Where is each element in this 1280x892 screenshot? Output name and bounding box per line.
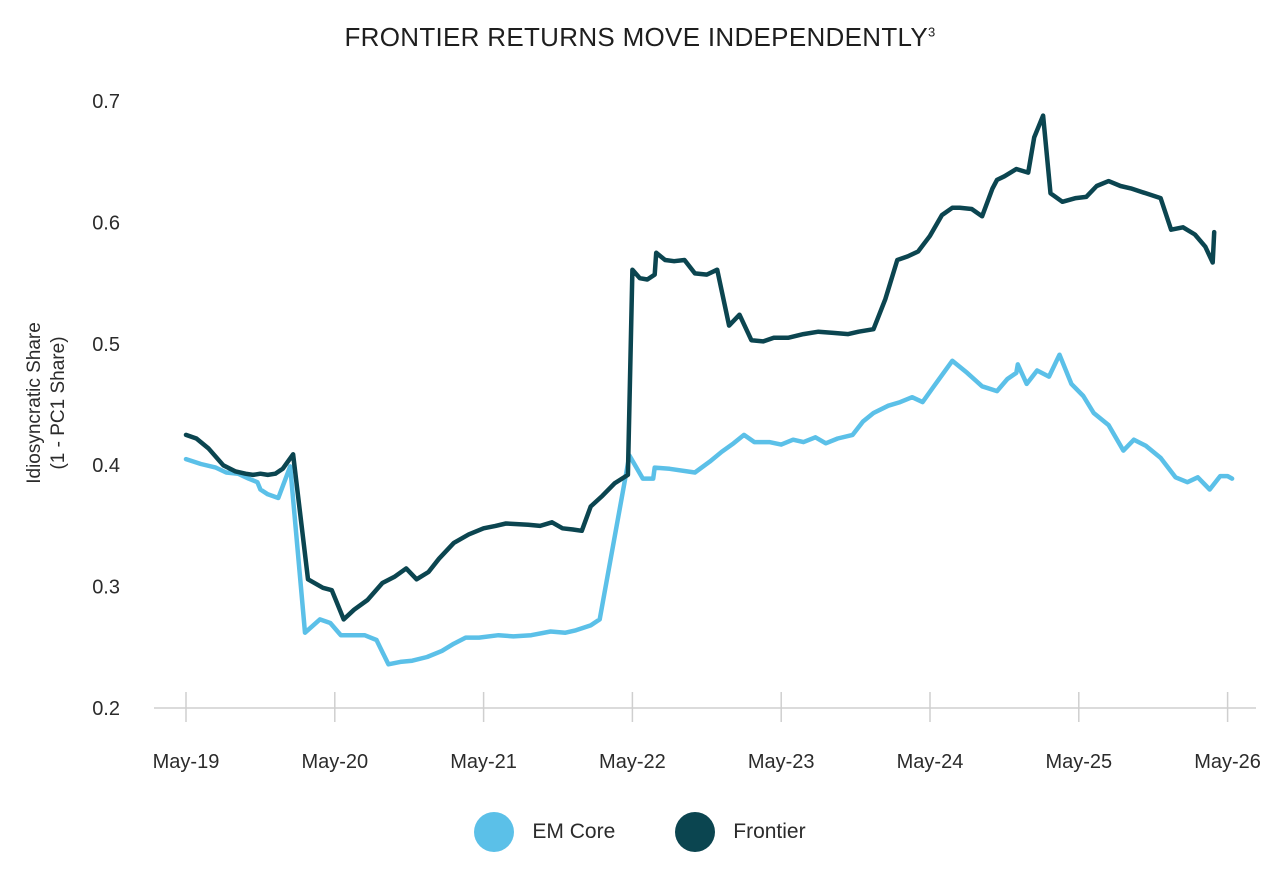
x-tick-label: May-22	[599, 751, 666, 773]
chart-legend: EM Core Frontier	[0, 812, 1280, 852]
y-tick-label: 0.5	[92, 334, 120, 356]
x-tick-label: May-19	[153, 751, 220, 773]
y-axis-label-line1: Idiosyncratic Share	[24, 322, 45, 484]
x-tick-label: May-20	[301, 751, 368, 773]
x-tick-label: May-21	[450, 751, 517, 773]
series-line-em-core	[183, 352, 1235, 667]
x-tick-label: May-26	[1194, 751, 1261, 773]
legend-label-frontier: Frontier	[733, 820, 806, 843]
y-tick-label: 0.4	[92, 455, 120, 477]
chart-title-footnote: 3	[927, 24, 936, 40]
legend-label-em-core: EM Core	[532, 820, 616, 843]
y-axis-label-line2: (1 - PC1 Share)	[48, 336, 69, 469]
x-axis-ticks: May-19 May-20 May-21 May-22 May-23 May-24 May-…	[153, 692, 1261, 773]
y-axis-ticks: 0.2 0.3 0.4 0.5 0.6 0.7	[92, 91, 120, 720]
legend-item-frontier: Frontier	[675, 812, 806, 852]
series-line-frontier	[183, 113, 1217, 622]
y-tick-label: 0.6	[92, 212, 120, 234]
legend-item-em-core: EM Core	[474, 812, 615, 852]
series-layer	[183, 113, 1235, 667]
x-tick-label: May-23	[748, 751, 815, 773]
y-tick-label: 0.2	[92, 698, 120, 720]
line-chart: 0.20.30.40.50.60.7 May-19 May-20 May-21 May…	[24, 91, 1261, 773]
x-tick-label: May-24	[897, 751, 964, 773]
y-tick-label: 0.3	[92, 577, 120, 599]
legend-swatch-em-core	[474, 812, 515, 852]
x-tick-label: May-25	[1045, 751, 1112, 773]
chart-title-text: FRONTIER RETURNS MOVE INDEPENDENTLY	[344, 22, 928, 52]
chart-title: FRONTIER RETURNS MOVE INDEPENDENTLY3	[0, 22, 1280, 53]
legend-swatch-frontier	[675, 812, 716, 852]
y-tick-label: 0.7	[92, 91, 120, 113]
